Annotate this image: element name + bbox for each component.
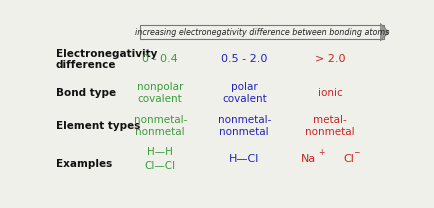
FancyBboxPatch shape — [140, 27, 376, 37]
Text: Element types: Element types — [56, 121, 140, 131]
Text: nonpolar
covalent: nonpolar covalent — [137, 82, 184, 104]
Text: nonmetal-
nonmetal: nonmetal- nonmetal — [134, 115, 187, 137]
Text: nonmetal-
nonmetal: nonmetal- nonmetal — [217, 115, 271, 137]
Text: Electronegativity
difference: Electronegativity difference — [56, 49, 157, 70]
Text: 0.5 - 2.0: 0.5 - 2.0 — [221, 54, 267, 64]
Text: Bond type: Bond type — [56, 88, 116, 98]
Text: ionic: ionic — [318, 88, 342, 98]
FancyBboxPatch shape — [140, 25, 384, 39]
Text: metal-
nonmetal: metal- nonmetal — [305, 115, 355, 137]
Text: increasing electronegativity difference between bonding atoms: increasing electronegativity difference … — [135, 28, 389, 37]
Text: +: + — [318, 148, 325, 157]
Text: H—Cl: H—Cl — [229, 154, 260, 164]
Text: H—H: H—H — [147, 147, 173, 157]
Text: Na: Na — [301, 154, 317, 164]
Text: Examples: Examples — [56, 159, 112, 169]
Text: > 2.0: > 2.0 — [315, 54, 345, 64]
Polygon shape — [381, 23, 389, 41]
Text: Cl: Cl — [344, 154, 355, 164]
Text: −: − — [354, 148, 360, 157]
Text: 0 - 0.4: 0 - 0.4 — [142, 54, 178, 64]
Text: polar
covalent: polar covalent — [222, 82, 266, 104]
Text: Cl—Cl: Cl—Cl — [145, 161, 176, 171]
